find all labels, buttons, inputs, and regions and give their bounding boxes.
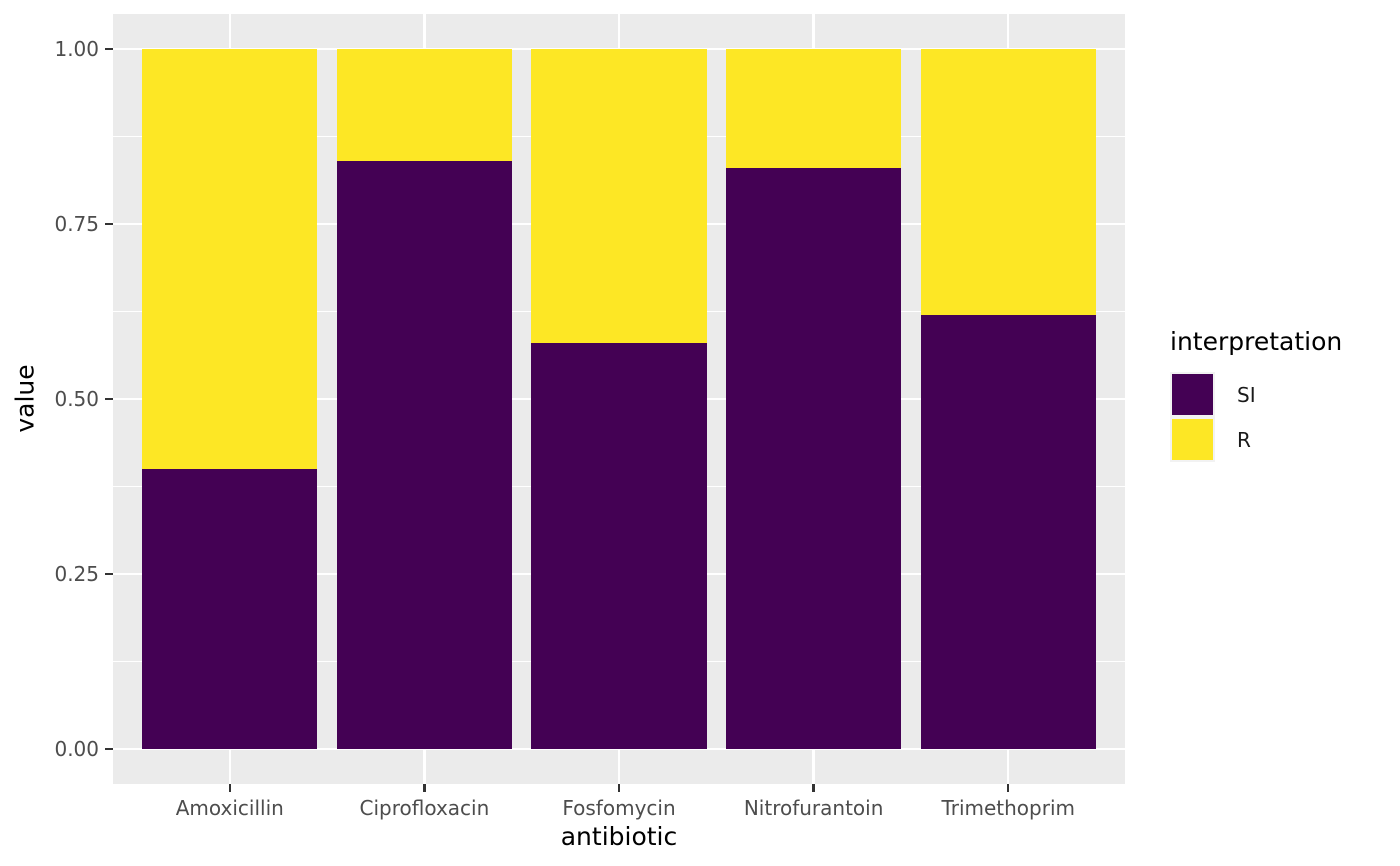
bar-segment-r xyxy=(531,49,707,343)
y-tick-mark xyxy=(105,747,113,751)
legend-swatch-si xyxy=(1172,374,1213,415)
x-axis-title: antibiotic xyxy=(560,822,678,851)
y-tick-label: 0.25 xyxy=(54,562,99,586)
y-tick-label: 1.00 xyxy=(54,37,99,61)
legend-label: R xyxy=(1237,427,1251,452)
legend-key xyxy=(1170,417,1215,462)
y-tick-mark xyxy=(105,397,113,401)
x-tick-mark xyxy=(1007,784,1010,792)
bar-segment-si xyxy=(142,469,318,749)
y-tick-mark xyxy=(105,47,113,51)
bar-segment-si xyxy=(726,168,902,749)
legend-key xyxy=(1170,372,1215,417)
legend: interpretation SI R xyxy=(1170,329,1342,462)
major-gridline xyxy=(113,47,1125,51)
x-tick-label: Fosfomycin xyxy=(562,796,676,820)
y-tick-mark xyxy=(105,222,113,226)
legend-items: SI R xyxy=(1170,372,1342,462)
x-tick-mark xyxy=(423,784,426,792)
bar-segment-r xyxy=(920,49,1096,315)
plot-panel xyxy=(113,14,1125,784)
y-tick-label: 0.75 xyxy=(54,212,99,236)
legend-item-si: SI xyxy=(1170,372,1342,417)
bar-segment-r xyxy=(142,49,318,469)
legend-label: SI xyxy=(1237,382,1256,407)
x-tick-label: Trimethoprim xyxy=(941,796,1075,820)
x-tick-label: Nitrofurantoin xyxy=(743,796,884,820)
y-tick-label: 0.50 xyxy=(54,387,99,411)
x-tick-mark xyxy=(617,784,621,792)
x-tick-mark xyxy=(228,784,231,792)
legend-swatch-r xyxy=(1172,419,1213,460)
legend-title: interpretation xyxy=(1170,327,1343,356)
legend-item-r: R xyxy=(1170,417,1342,462)
y-tick-mark xyxy=(105,572,113,576)
x-tick-label: Amoxicillin xyxy=(175,796,284,820)
x-tick-label: Ciprofloxacin xyxy=(359,796,490,820)
bar-segment-si xyxy=(336,161,512,749)
x-tick-mark xyxy=(812,784,815,792)
bar-segment-r xyxy=(726,49,902,168)
y-tick-label: 0.00 xyxy=(54,737,99,761)
bar-segment-si xyxy=(531,343,707,749)
bar-segment-r xyxy=(336,49,512,161)
bar-segment-si xyxy=(920,315,1096,749)
